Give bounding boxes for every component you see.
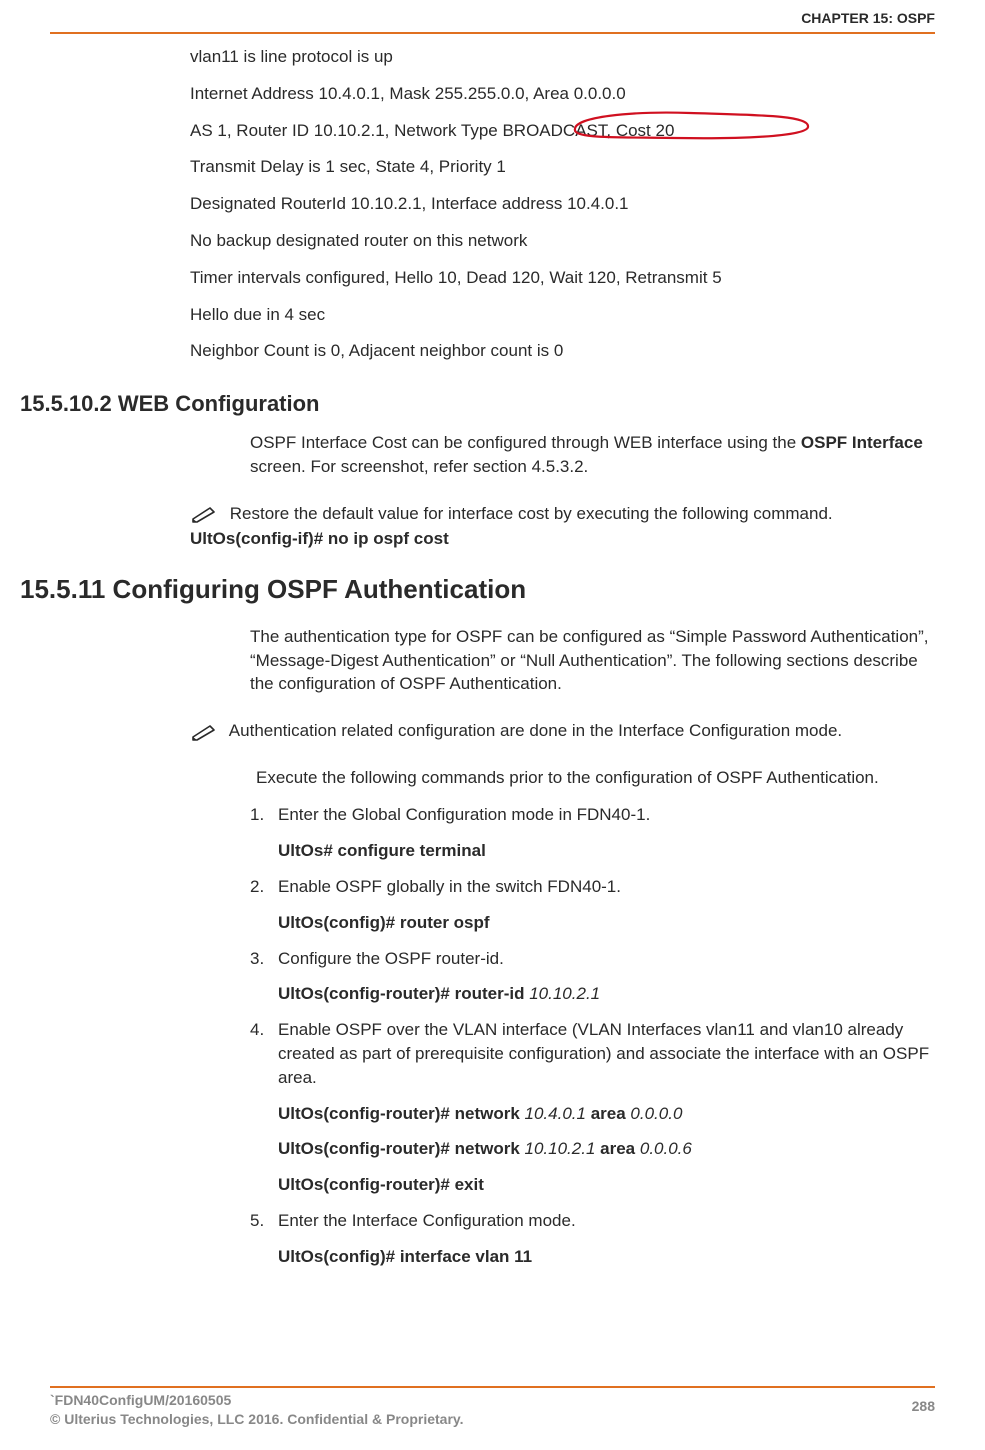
list-text: Enter the Interface Configuration mode.: [278, 1209, 930, 1233]
command: UltOs(config-router)# network: [278, 1139, 525, 1158]
list-text: Enter the Global Configuration mode in F…: [278, 803, 930, 827]
command: area: [586, 1104, 630, 1123]
command: UltOs# configure terminal: [278, 841, 486, 860]
top-rule: [50, 32, 935, 34]
page-header: CHAPTER 15: OSPF: [801, 10, 935, 26]
text: screen. For screenshot, refer section 4.…: [250, 457, 588, 476]
list-number: 4.: [250, 1018, 278, 1042]
command: area: [595, 1139, 639, 1158]
footer-pagenum: 288: [912, 1398, 935, 1414]
command-arg: 10.10.2.1: [525, 1139, 596, 1158]
command: UltOs(config-router)# network: [278, 1104, 525, 1123]
list-text: Enable OSPF over the VLAN interface (VLA…: [278, 1018, 930, 1089]
list-number: 3.: [250, 947, 278, 971]
heading-15-5-11: 15.5.11 Configuring OSPF Authentication: [20, 574, 935, 605]
cli-output-line: Neighbor Count is 0, Adjacent neighbor c…: [190, 339, 935, 363]
paragraph: OSPF Interface Cost can be configured th…: [250, 431, 935, 479]
list-item: 1.Enter the Global Configuration mode in…: [278, 803, 935, 827]
bottom-rule: [50, 1386, 935, 1388]
command-line: UltOs(config-router)# exit: [278, 1173, 935, 1197]
list-number: 2.: [250, 875, 278, 899]
cli-output-line: Internet Address 10.4.0.1, Mask 255.255.…: [190, 82, 935, 106]
list-text: Enable OSPF globally in the switch FDN40…: [278, 875, 930, 899]
command-arg: 0.0.0.6: [640, 1139, 692, 1158]
command-line: UltOs(config)# interface vlan 11: [278, 1245, 935, 1269]
steps-list: Execute the following commands prior to …: [250, 766, 935, 1269]
list-text: Configure the OSPF router-id.: [278, 947, 930, 971]
cli-output-line: Transmit Delay is 1 sec, State 4, Priori…: [190, 155, 935, 179]
cli-output-line: Hello due in 4 sec: [190, 303, 935, 327]
cli-output-line: Designated RouterId 10.10.2.1, Interface…: [190, 192, 935, 216]
text: OSPF Interface Cost can be configured th…: [250, 433, 801, 452]
page-content: vlan11 is line protocol is up Internet A…: [50, 45, 935, 1380]
command-arg: 10.10.2.1: [529, 984, 600, 1003]
cli-output-line: No backup designated router on this netw…: [190, 229, 935, 253]
command: UltOs(config)# router ospf: [278, 913, 490, 932]
pencil-note-icon: [190, 718, 225, 744]
command-line: UltOs(config-router)# network 10.10.2.1 …: [278, 1137, 935, 1161]
note-text: Authentication related configuration are…: [229, 721, 842, 740]
command: UltOs(config-router)# router-id: [278, 984, 529, 1003]
list-item: 4.Enable OSPF over the VLAN interface (V…: [278, 1018, 935, 1089]
command-line: UltOs(config-router)# network 10.4.0.1 a…: [278, 1102, 935, 1126]
pencil-note-icon: [190, 501, 225, 527]
list-item: 5.Enter the Interface Configuration mode…: [278, 1209, 935, 1233]
heading-15-5-10-2: 15.5.10.2 WEB Configuration: [20, 391, 935, 417]
footer-left: `FDN40ConfigUM/20160505 © Ulterius Techn…: [50, 1391, 464, 1430]
footer-copyright: © Ulterius Technologies, LLC 2016. Confi…: [50, 1411, 464, 1427]
command: UltOs(config-router)# exit: [278, 1175, 484, 1194]
command: UltOs(config)# interface vlan 11: [278, 1247, 532, 1266]
note-text: Restore the default value for interface …: [230, 504, 833, 523]
text-bold: OSPF Interface: [801, 433, 923, 452]
list-number: 5.: [250, 1209, 278, 1233]
command-line: UltOs(config)# router ospf: [278, 911, 935, 935]
cli-output-line: vlan11 is line protocol is up: [190, 45, 935, 69]
command-line: UltOs# configure terminal: [278, 839, 935, 863]
footer-docid: `FDN40ConfigUM/20160505: [50, 1392, 231, 1408]
cli-output-text: AS 1, Router ID 10.10.2.1, Network Type …: [190, 121, 674, 140]
note-block: Authentication related configuration are…: [190, 718, 935, 744]
list-item: 3.Configure the OSPF router-id.: [278, 947, 935, 971]
list-intro: Execute the following commands prior to …: [250, 766, 935, 790]
paragraph: The authentication type for OSPF can be …: [250, 625, 935, 696]
command-arg: 0.0.0.0: [630, 1104, 682, 1123]
list-number: 1.: [250, 803, 278, 827]
command-arg: 10.4.0.1: [525, 1104, 586, 1123]
cli-output-line: Timer intervals configured, Hello 10, De…: [190, 266, 935, 290]
list-item: 2.Enable OSPF globally in the switch FDN…: [278, 875, 935, 899]
note-block: Restore the default value for interface …: [190, 501, 935, 552]
cli-output-line: AS 1, Router ID 10.10.2.1, Network Type …: [190, 119, 935, 143]
command-line: UltOs(config-router)# router-id 10.10.2.…: [278, 982, 935, 1006]
note-command: UltOs(config-if)# no ip ospf cost: [190, 529, 449, 548]
